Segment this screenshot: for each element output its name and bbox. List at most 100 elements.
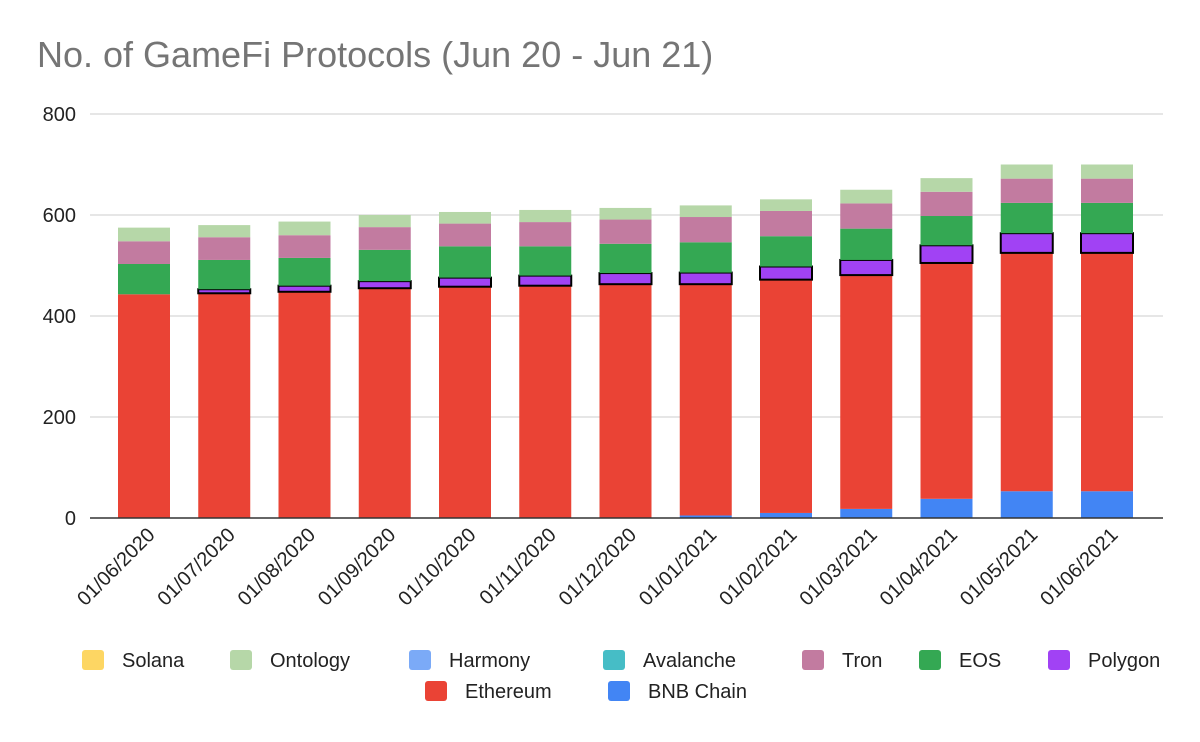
- legend-swatch-harmony: [409, 650, 431, 670]
- bar-segment-polygon: [1080, 232, 1134, 254]
- bar-segment-tron: [439, 223, 491, 247]
- bar-segment-eos: [278, 257, 331, 286]
- bar-segment-ethereum: [760, 279, 812, 513]
- bar-segment-ontology: [198, 225, 251, 238]
- bar-segment-ontology: [920, 178, 973, 192]
- bar-segment-ethereum: [679, 284, 732, 516]
- x-tick-label: 01/06/2021: [1036, 524, 1122, 610]
- legend-label-harmony: Harmony: [449, 650, 530, 672]
- bar-segment-polygon: [277, 284, 332, 293]
- x-tick-label: 01/01/2021: [635, 524, 721, 610]
- bar-segment-eos: [198, 259, 251, 290]
- legend-label-polygon: Polygon: [1088, 650, 1160, 672]
- bar-segment-tron: [760, 210, 812, 237]
- bar-segment-ontology: [679, 205, 732, 218]
- x-tick-label: 01/03/2021: [795, 524, 881, 610]
- bar-segment-ethereum: [1000, 252, 1053, 492]
- x-tick-label: 01/02/2021: [715, 524, 801, 610]
- bar-segment-ethereum: [599, 284, 652, 518]
- bar-segment-eos: [1081, 202, 1133, 234]
- x-tick-label: 01/06/2020: [73, 524, 159, 610]
- bar-segment-ethereum: [439, 286, 491, 518]
- bar-segment-polygon: [999, 232, 1054, 254]
- bar-segment-eos: [519, 246, 572, 276]
- x-tick-label: 01/07/2020: [153, 524, 239, 610]
- bar-segment-eos: [358, 249, 411, 282]
- bar-segment-eos: [1000, 202, 1053, 234]
- bar-segment-ontology: [840, 189, 893, 204]
- legend-swatch-polygon: [1048, 650, 1070, 670]
- bar-segment-polygon: [357, 280, 412, 290]
- x-tick-label: 01/05/2021: [956, 524, 1042, 610]
- bar-segment-ontology: [760, 199, 812, 211]
- y-tick-label: 0: [65, 508, 76, 530]
- legend-label-avalanche: Avalanche: [643, 650, 736, 672]
- bar-segment-tron: [358, 227, 411, 250]
- bar-segment-eos: [840, 228, 893, 260]
- bar-segment-bnb-chain: [679, 515, 732, 518]
- bar-segment-polygon: [759, 265, 813, 281]
- bar-segment-eos: [679, 242, 732, 273]
- bar-segment-ontology: [118, 227, 170, 242]
- x-tick-label: 01/09/2020: [314, 524, 400, 610]
- legend-label-ethereum: Ethereum: [465, 681, 552, 703]
- bar-segment-tron: [118, 241, 170, 264]
- bar-segment-polygon: [598, 272, 653, 286]
- bar-segment-tron: [519, 222, 572, 247]
- bar-segment-bnb-chain: [1000, 491, 1053, 518]
- bar-segment-ontology: [599, 207, 652, 220]
- y-tick-label: 600: [43, 205, 76, 227]
- bar-segment-polygon: [839, 258, 894, 277]
- legend-swatch-avalanche: [603, 650, 625, 670]
- legend-label-solana: Solana: [122, 650, 185, 672]
- bar-segment-tron: [198, 237, 251, 260]
- bar-segment-ontology: [1000, 164, 1053, 179]
- bar-segment-eos: [599, 243, 652, 274]
- legend-label-bnb-chain: BNB Chain: [648, 681, 747, 703]
- bar-segment-ethereum: [920, 262, 973, 499]
- bar-segment-ethereum: [198, 293, 251, 518]
- bar-segment-eos: [920, 216, 973, 246]
- legend-swatch-ontology: [230, 650, 252, 670]
- y-tick-label: 800: [43, 104, 76, 126]
- bar-segment-ethereum: [840, 275, 893, 509]
- x-tick-label: 01/11/2020: [475, 524, 560, 609]
- legend-swatch-ethereum: [425, 681, 447, 701]
- bar-segment-bnb-chain: [920, 498, 973, 518]
- bar-segment-polygon: [678, 271, 733, 286]
- x-tick-label: 01/12/2020: [555, 524, 641, 610]
- bar-segment-tron: [840, 203, 893, 229]
- bar-segment-eos: [118, 263, 170, 295]
- bar-segment-eos: [760, 236, 812, 267]
- legend-swatch-tron: [802, 650, 824, 670]
- bar-segment-polygon: [518, 274, 573, 287]
- bar-segment-bnb-chain: [1081, 491, 1133, 518]
- x-tick-label: 01/10/2020: [394, 524, 480, 610]
- bar-segment-ontology: [439, 211, 491, 224]
- bar-segment-polygon: [438, 276, 492, 288]
- bar-segment-polygon: [197, 288, 252, 295]
- legend-swatch-solana: [82, 650, 104, 670]
- legend-swatch-bnb-chain: [608, 681, 630, 701]
- bar-segment-tron: [278, 235, 331, 258]
- chart-title: No. of GameFi Protocols (Jun 20 - Jun 21…: [37, 34, 714, 75]
- legend-label-tron: Tron: [842, 650, 882, 672]
- legend-label-ontology: Ontology: [270, 650, 350, 672]
- bar-segment-tron: [920, 191, 973, 217]
- bar-segment-ethereum: [519, 285, 572, 518]
- bar-segment-ethereum: [1081, 252, 1133, 492]
- bar-segment-ethereum: [358, 288, 411, 518]
- bar-segment-tron: [1000, 178, 1053, 203]
- bar-segment-ontology: [519, 209, 572, 223]
- x-tick-label: 01/08/2020: [234, 524, 320, 610]
- bar-segment-tron: [679, 217, 732, 243]
- bar-segment-ethereum: [118, 294, 170, 518]
- x-tick-label: 01/04/2021: [876, 524, 962, 610]
- bar-segment-ontology: [358, 215, 411, 228]
- bar-segment-tron: [599, 219, 652, 244]
- bar-segment-bnb-chain: [760, 512, 812, 518]
- legend-swatch-eos: [919, 650, 941, 670]
- bar-segment-ethereum: [278, 291, 331, 518]
- bar-segment-ontology: [1081, 164, 1133, 179]
